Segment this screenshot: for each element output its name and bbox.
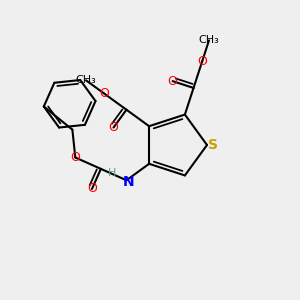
- Text: O: O: [197, 55, 207, 68]
- Text: O: O: [87, 182, 97, 196]
- Text: O: O: [70, 151, 80, 164]
- Text: O: O: [109, 121, 118, 134]
- Text: O: O: [99, 87, 109, 100]
- Text: CH₃: CH₃: [199, 35, 219, 45]
- Text: CH₃: CH₃: [76, 75, 96, 85]
- Text: H: H: [108, 168, 117, 178]
- Text: O: O: [168, 75, 178, 88]
- Text: N: N: [123, 175, 134, 189]
- Text: S: S: [208, 138, 218, 152]
